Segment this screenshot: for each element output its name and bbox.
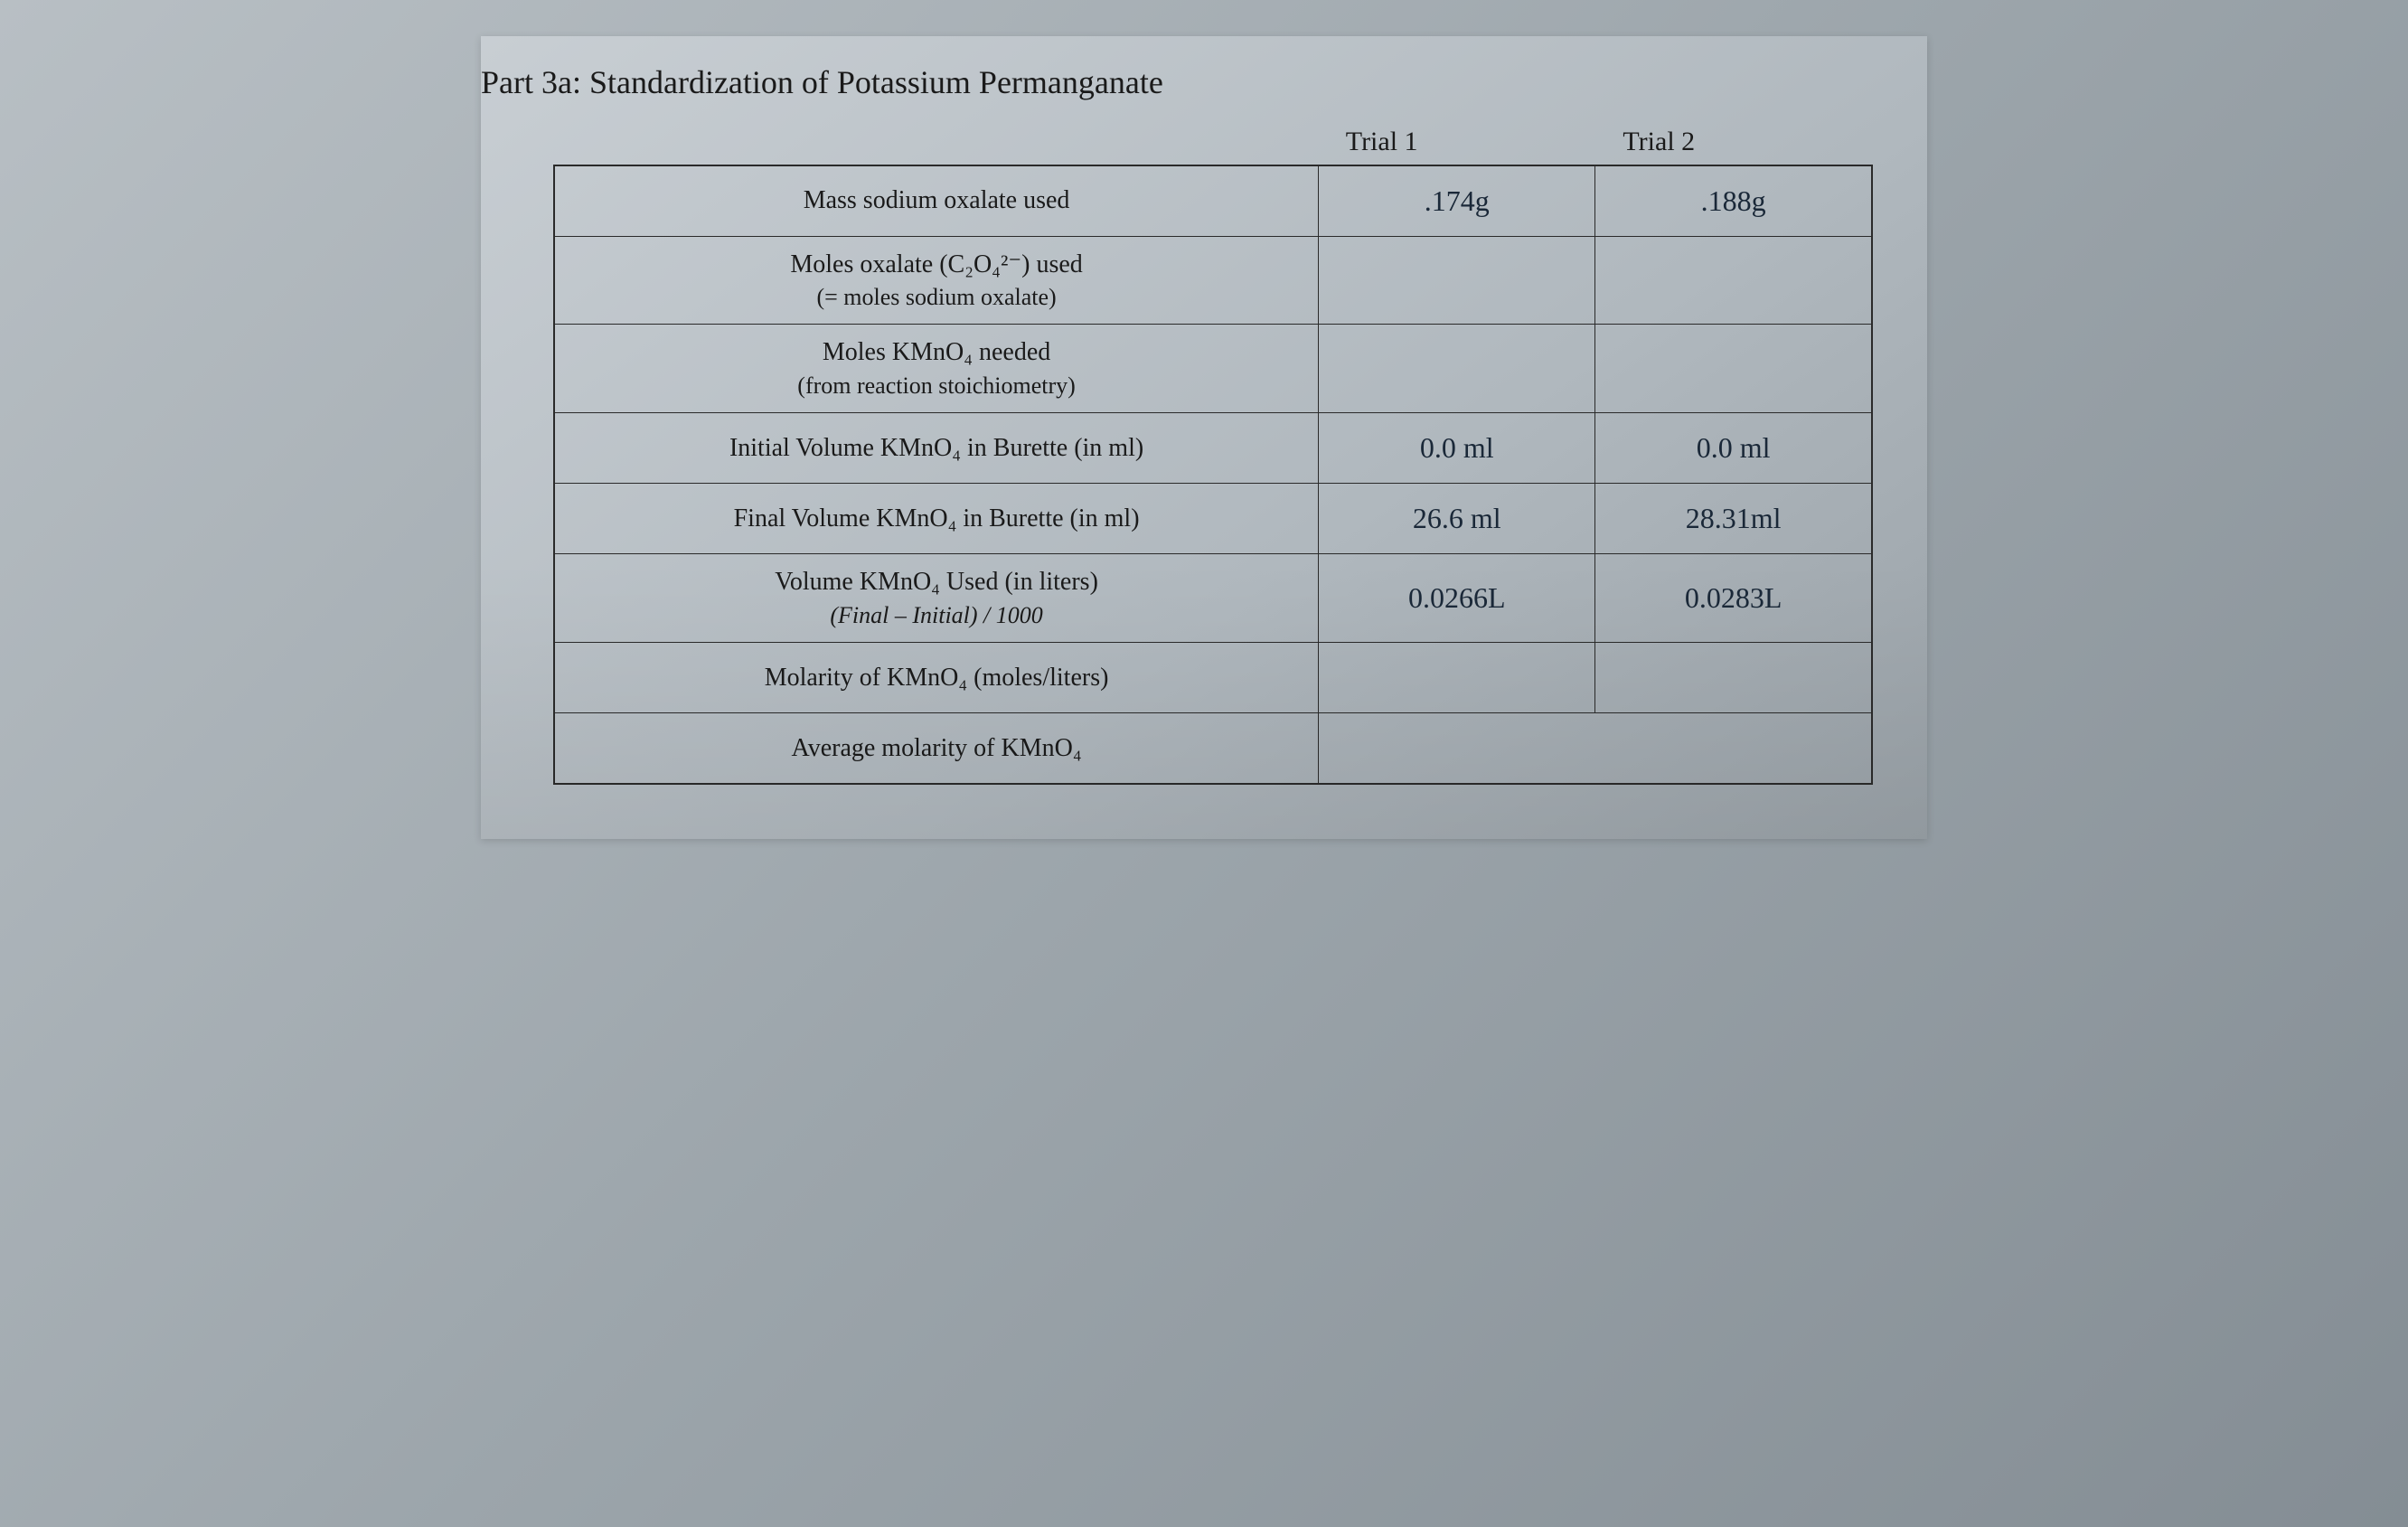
label-line1: Moles KMnO₄ needed <box>823 338 1050 366</box>
value-molarity-trial1 <box>1319 643 1595 713</box>
value-moles-kmno4-trial1 <box>1319 325 1595 413</box>
data-table: Mass sodium oxalate used .174g .188g Mol… <box>553 165 1873 785</box>
label-line2: (Final – Initial) / 1000 <box>571 599 1302 631</box>
value-mass-trial1: .174g <box>1319 165 1595 236</box>
column-headers-row: Trial 1 Trial 2 <box>553 127 1873 157</box>
value-final-volume-trial1: 26.6 ml <box>1319 484 1595 554</box>
label-line2: (= moles sodium oxalate) <box>571 281 1302 313</box>
value-moles-oxalate-trial2 <box>1595 236 1872 325</box>
table-row: Volume KMnO₄ Used (in liters) (Final – I… <box>554 554 1872 643</box>
label-final-volume: Final Volume KMnO₄ in Burette (in ml) <box>554 484 1319 554</box>
label-moles-kmno4: Moles KMnO₄ needed (from reaction stoich… <box>554 325 1319 413</box>
table-row: Final Volume KMnO₄ in Burette (in ml) 26… <box>554 484 1872 554</box>
table-row: Initial Volume KMnO₄ in Burette (in ml) … <box>554 413 1872 484</box>
table-row: Molarity of KMnO₄ (moles/liters) <box>554 643 1872 713</box>
label-mass-sodium-oxalate: Mass sodium oxalate used <box>554 165 1319 236</box>
label-molarity: Molarity of KMnO₄ (moles/liters) <box>554 643 1319 713</box>
value-initial-volume-trial1: 0.0 ml <box>1319 413 1595 484</box>
header-trial1: Trial 1 <box>1319 127 1596 157</box>
label-volume-used: Volume KMnO₄ Used (in liters) (Final – I… <box>554 554 1319 643</box>
label-line1: Moles oxalate (C₂O₄²⁻) used <box>790 250 1082 278</box>
table-row: Mass sodium oxalate used .174g .188g <box>554 165 1872 236</box>
table-wrapper: Trial 1 Trial 2 Mass sodium oxalate used… <box>481 127 1891 785</box>
worksheet-page: Part 3a: Standardization of Potassium Pe… <box>481 36 1927 839</box>
header-spacer <box>553 127 1319 157</box>
value-avg-molarity <box>1319 713 1872 784</box>
value-volume-used-trial2: 0.0283L <box>1595 554 1872 643</box>
label-line2: (from reaction stoichiometry) <box>571 370 1302 401</box>
label-avg-molarity: Average molarity of KMnO₄ <box>554 713 1319 784</box>
table-row: Moles KMnO₄ needed (from reaction stoich… <box>554 325 1872 413</box>
label-line1: Volume KMnO₄ Used (in liters) <box>775 568 1098 596</box>
value-moles-oxalate-trial1 <box>1319 236 1595 325</box>
value-molarity-trial2 <box>1595 643 1872 713</box>
table-row: Moles oxalate (C₂O₄²⁻) used (= moles sod… <box>554 236 1872 325</box>
value-final-volume-trial2: 28.31ml <box>1595 484 1872 554</box>
value-volume-used-trial1: 0.0266L <box>1319 554 1595 643</box>
label-initial-volume: Initial Volume KMnO₄ in Burette (in ml) <box>554 413 1319 484</box>
header-trial2: Trial 2 <box>1595 127 1873 157</box>
label-moles-oxalate: Moles oxalate (C₂O₄²⁻) used (= moles sod… <box>554 236 1319 325</box>
table-row: Average molarity of KMnO₄ <box>554 713 1872 784</box>
value-mass-trial2: .188g <box>1595 165 1872 236</box>
value-moles-kmno4-trial2 <box>1595 325 1872 413</box>
page-title: Part 3a: Standardization of Potassium Pe… <box>481 63 1891 101</box>
value-initial-volume-trial2: 0.0 ml <box>1595 413 1872 484</box>
